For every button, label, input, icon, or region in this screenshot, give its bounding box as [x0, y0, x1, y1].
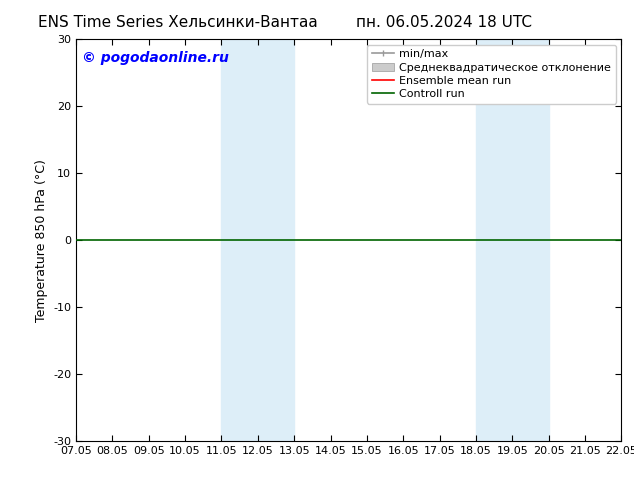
Legend: min/max, Среднеквадратическое отклонение, Ensemble mean run, Controll run: min/max, Среднеквадратическое отклонение…	[367, 45, 616, 104]
Text: ENS Time Series Хельсинки-Вантаа: ENS Time Series Хельсинки-Вантаа	[37, 15, 318, 30]
Text: © pogodaonline.ru: © pogodaonline.ru	[82, 51, 228, 65]
Y-axis label: Temperature 850 hPa (°C): Temperature 850 hPa (°C)	[34, 159, 48, 321]
Bar	[476, 39, 548, 441]
Bar	[221, 39, 294, 441]
Text: пн. 06.05.2024 18 UTC: пн. 06.05.2024 18 UTC	[356, 15, 532, 30]
